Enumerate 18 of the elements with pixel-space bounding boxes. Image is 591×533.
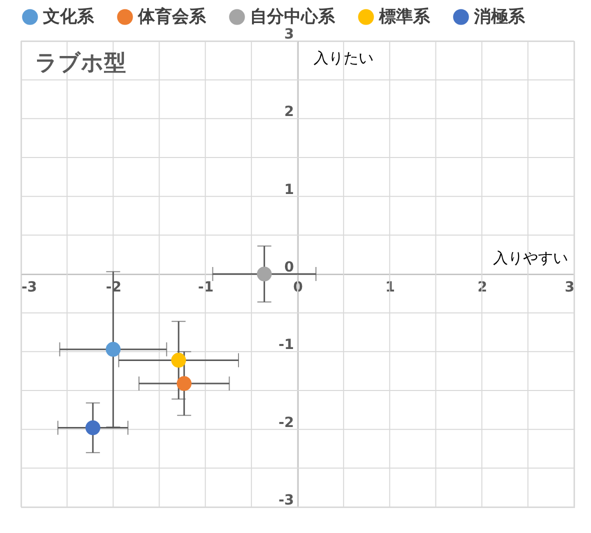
x-tick-label: 3	[564, 280, 574, 296]
x-tick-label: -1	[198, 280, 214, 296]
y-tick-label: 3	[284, 26, 294, 42]
y-tick-label: -3	[278, 492, 294, 508]
legend-label: 自分中心系	[250, 7, 336, 27]
x-axis-title: 入りやすい	[493, 249, 568, 267]
y-tick-label: 1	[284, 182, 294, 198]
y-axis-title: 入りたい	[314, 49, 374, 67]
y-tick-label: -2	[278, 414, 294, 431]
text: ラブホ型	[35, 51, 126, 76]
legend-label: 消極系	[473, 7, 526, 27]
y-tick-label: 2	[284, 104, 294, 120]
legend-label: 文化系	[42, 7, 95, 27]
legend-label: 標準系	[378, 7, 431, 27]
y-tick-label: -1	[278, 337, 294, 354]
legend-label: 体育会系	[137, 6, 207, 27]
x-tick-label: -3	[22, 280, 38, 296]
y-tick-label: 0	[284, 260, 294, 276]
